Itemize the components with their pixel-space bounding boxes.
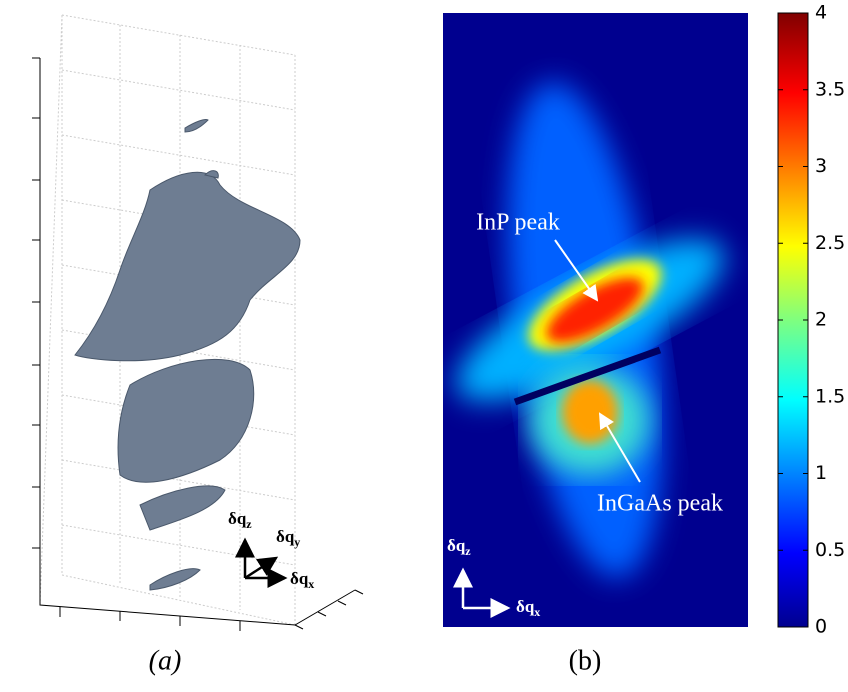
tick-label: 0 — [815, 616, 827, 638]
axis-arrows-a — [235, 537, 288, 588]
axis-label: δqz — [447, 536, 471, 558]
colorbar-ticks: 0 0.5 1 1.5 2 2.5 3 3.5 4 — [778, 2, 845, 638]
annotation: InP peak — [476, 210, 560, 236]
axes-a — [32, 57, 364, 631]
panel-label: (b) — [569, 645, 602, 676]
tick-label: 0.5 — [815, 539, 845, 561]
tick-label: 3 — [815, 155, 827, 177]
tick-label: 2 — [815, 309, 827, 331]
tick-label: 4 — [815, 2, 827, 24]
panel-label: (a) — [149, 645, 182, 676]
tick-label: 3.5 — [815, 78, 845, 100]
annotation: InGaAs peak — [597, 491, 723, 517]
tick-label: 2.5 — [815, 232, 845, 254]
tick-label: 1.5 — [815, 385, 845, 407]
axis-label: δqx — [290, 569, 314, 591]
tick-label: 1 — [815, 462, 827, 484]
axis-label: δqz — [228, 509, 252, 531]
isosurface — [74, 119, 301, 591]
annotation-arrows — [453, 239, 641, 618]
heatmap — [443, 13, 748, 627]
axis-label: δqx — [516, 597, 540, 619]
axis-label: δqy — [276, 527, 300, 549]
